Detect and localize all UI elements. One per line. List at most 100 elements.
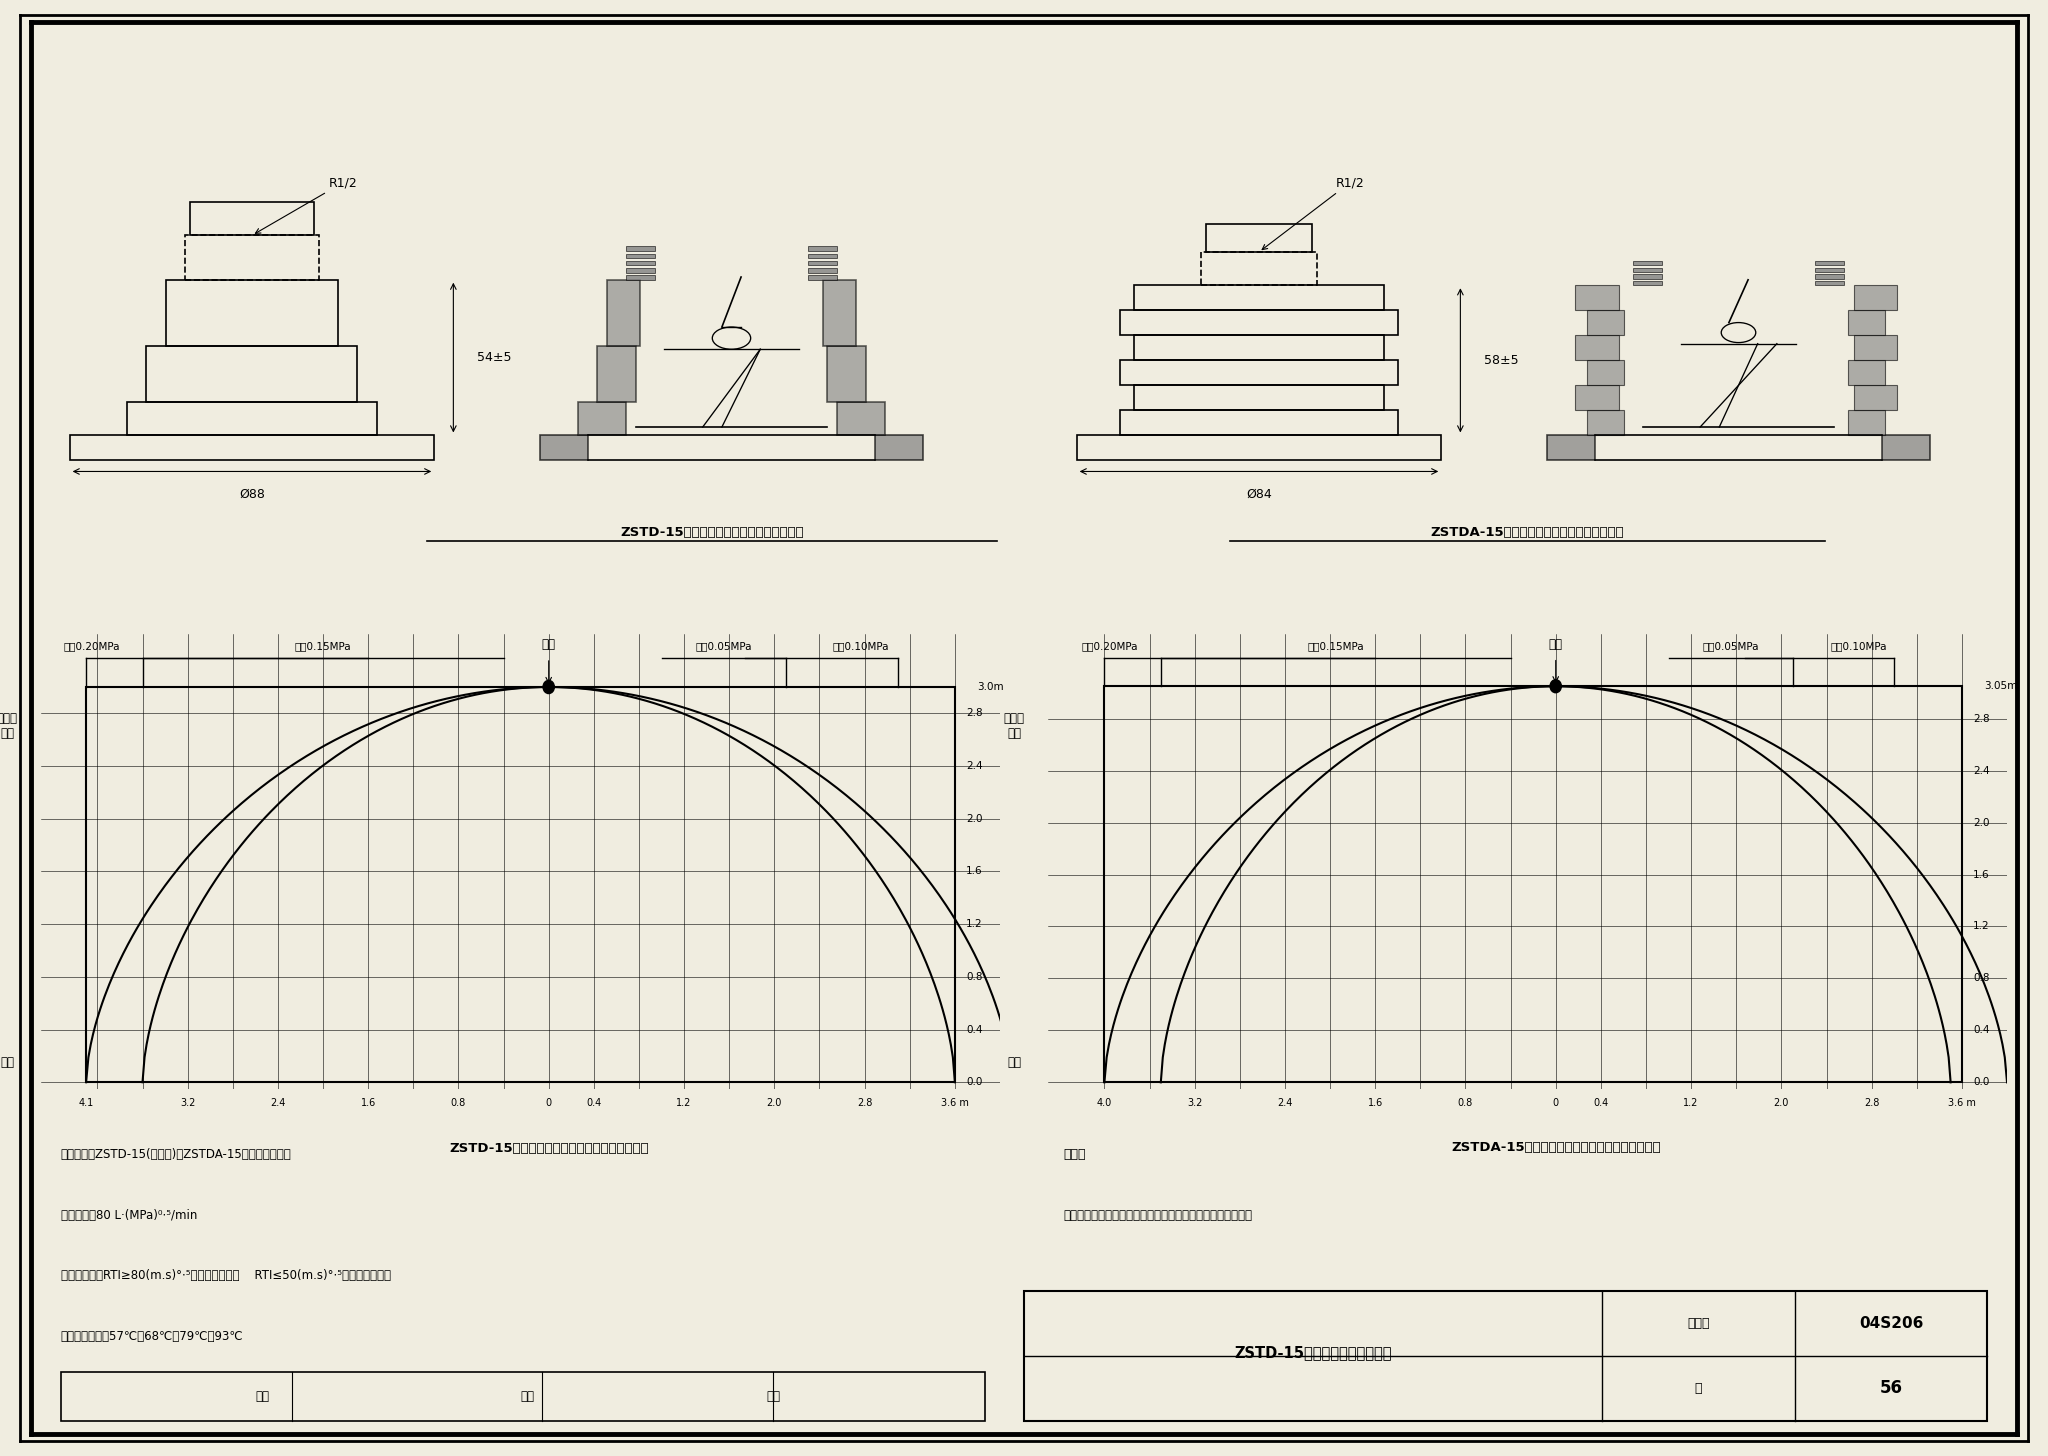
Text: 本图根据北京永吉安消防设备有限公司提供的技术资料编制。: 本图根据北京永吉安消防设备有限公司提供的技术资料编制。 (1063, 1208, 1251, 1222)
Bar (1632, 268, 1661, 272)
Bar (166, 280, 338, 347)
Text: 地板: 地板 (1008, 1056, 1022, 1069)
Text: 流量系数：80 L·(MPa)⁰⋅⁵/min: 流量系数：80 L·(MPa)⁰⋅⁵/min (61, 1208, 197, 1222)
Text: 水压0.05MPa: 水压0.05MPa (696, 642, 752, 651)
Bar (1120, 411, 1399, 435)
Circle shape (1550, 680, 1561, 693)
Text: 设计: 设计 (766, 1390, 780, 1404)
Bar (1847, 360, 1886, 386)
Text: ZSTDA-15螺纹可调式吸顶隐藏型喷夤大样图: ZSTDA-15螺纹可调式吸顶隐藏型喷夤大样图 (1432, 526, 1624, 539)
Text: 地板: 地板 (0, 1056, 14, 1069)
Text: 2.4: 2.4 (1972, 766, 1991, 776)
Bar (1024, 1290, 1987, 1421)
Text: 54±5: 54±5 (477, 351, 512, 364)
Bar (827, 347, 866, 402)
Text: 喷头: 喷头 (1548, 638, 1563, 651)
Text: 水压0.20MPa: 水压0.20MPa (1081, 641, 1139, 651)
Text: 2.0: 2.0 (1972, 818, 1991, 827)
Text: R1/2: R1/2 (1262, 176, 1364, 249)
Bar (1815, 274, 1843, 278)
Text: 校对: 校对 (520, 1390, 535, 1404)
Bar (1587, 310, 1624, 335)
Bar (874, 435, 924, 460)
Text: 喷头: 喷头 (543, 638, 555, 651)
Text: 顶板或
吸顶: 顶板或 吸顶 (0, 712, 18, 741)
Text: 2.4: 2.4 (1278, 1098, 1292, 1108)
Bar (61, 1373, 985, 1421)
Bar (627, 261, 655, 265)
Text: 公称动作温度：57℃、68℃、79℃、93℃: 公称动作温度：57℃、68℃、79℃、93℃ (61, 1329, 244, 1342)
Text: 1.6: 1.6 (360, 1098, 375, 1108)
Text: 0.4: 0.4 (586, 1098, 602, 1108)
Text: 0.8: 0.8 (1972, 974, 1991, 983)
Bar (606, 280, 641, 347)
Bar (838, 402, 885, 435)
Bar (809, 253, 838, 258)
Bar (147, 347, 358, 402)
Bar (1575, 386, 1618, 411)
Bar (809, 246, 838, 250)
Text: 1.2: 1.2 (1683, 1098, 1698, 1108)
Text: 2.0: 2.0 (967, 814, 983, 824)
Text: 56: 56 (1880, 1379, 1903, 1398)
Text: 0.4: 0.4 (1593, 1098, 1608, 1108)
Text: 水压0.05MPa: 水压0.05MPa (1702, 641, 1759, 651)
Text: 2.8: 2.8 (967, 708, 983, 718)
Text: 2.0: 2.0 (766, 1098, 782, 1108)
Bar (1206, 224, 1311, 252)
Bar (1135, 285, 1384, 310)
Text: 04S206: 04S206 (1860, 1316, 1923, 1331)
Text: 0.8: 0.8 (967, 971, 983, 981)
Bar (1135, 386, 1384, 411)
Bar (1847, 310, 1886, 335)
Text: 1.6: 1.6 (1368, 1098, 1382, 1108)
Text: 水压0.10MPa: 水压0.10MPa (834, 642, 889, 651)
Bar (1587, 360, 1624, 386)
Circle shape (543, 680, 555, 693)
Bar (1575, 285, 1618, 310)
Text: ZSTD-15系列隐藏型喷头大样图: ZSTD-15系列隐藏型喷头大样图 (1235, 1345, 1393, 1360)
Text: 3.2: 3.2 (180, 1098, 195, 1108)
Bar (1632, 274, 1661, 278)
Text: ZSTDA-15螺纹可调式吸顶隐藏型喷头水布曲线图: ZSTDA-15螺纹可调式吸顶隐藏型喷头水布曲线图 (1450, 1140, 1661, 1153)
Text: 水压0.15MPa: 水压0.15MPa (1307, 641, 1364, 651)
Text: 3.05m: 3.05m (1985, 681, 2017, 692)
Text: 水压0.20MPa: 水压0.20MPa (63, 642, 121, 651)
Bar (1853, 386, 1896, 411)
Text: 0.8: 0.8 (1458, 1098, 1473, 1108)
Text: 0.4: 0.4 (1972, 1025, 1991, 1035)
Bar (1853, 285, 1896, 310)
Text: 4.0: 4.0 (1098, 1098, 1112, 1108)
Text: 1.6: 1.6 (1972, 869, 1991, 879)
Text: 0.4: 0.4 (967, 1025, 983, 1035)
Text: 审核: 审核 (256, 1390, 270, 1404)
Text: 2.8: 2.8 (1972, 713, 1991, 724)
Bar (823, 280, 856, 347)
Bar (1815, 281, 1843, 285)
Text: 3.2: 3.2 (1188, 1098, 1202, 1108)
Text: 0.0: 0.0 (1972, 1077, 1989, 1088)
Text: 0: 0 (545, 1098, 551, 1108)
Bar (1815, 261, 1843, 265)
Bar (809, 261, 838, 265)
Text: 0.0: 0.0 (967, 1077, 983, 1088)
Text: 2.4: 2.4 (270, 1098, 285, 1108)
Text: Ø84: Ø84 (1245, 488, 1272, 501)
Bar (1632, 281, 1661, 285)
Text: 水压0.10MPa: 水压0.10MPa (1831, 641, 1888, 651)
Bar (70, 435, 434, 460)
Text: ZSTD-15卡扣调节式吸顶隐藏型喷头大样图: ZSTD-15卡扣调节式吸顶隐藏型喷头大样图 (621, 526, 805, 539)
Text: ZSTD-15卡扣调节式吸顶隐藏型喷头水布曲线图: ZSTD-15卡扣调节式吸顶隐藏型喷头水布曲线图 (449, 1142, 649, 1155)
Bar (1135, 335, 1384, 360)
Bar (1077, 435, 1442, 460)
Text: 1.2: 1.2 (967, 919, 983, 929)
Bar (1882, 435, 1931, 460)
Bar (1853, 335, 1896, 360)
Text: 页: 页 (1694, 1382, 1702, 1395)
Bar (184, 236, 319, 280)
Text: 产品型号：ZSTD-15(卡口式)、ZSTDA-15（螺纹可调式）: 产品型号：ZSTD-15(卡口式)、ZSTDA-15（螺纹可调式） (61, 1149, 291, 1160)
Text: 4.1: 4.1 (78, 1098, 94, 1108)
Bar (541, 435, 588, 460)
Text: 2.4: 2.4 (967, 761, 983, 772)
Bar (127, 402, 377, 435)
